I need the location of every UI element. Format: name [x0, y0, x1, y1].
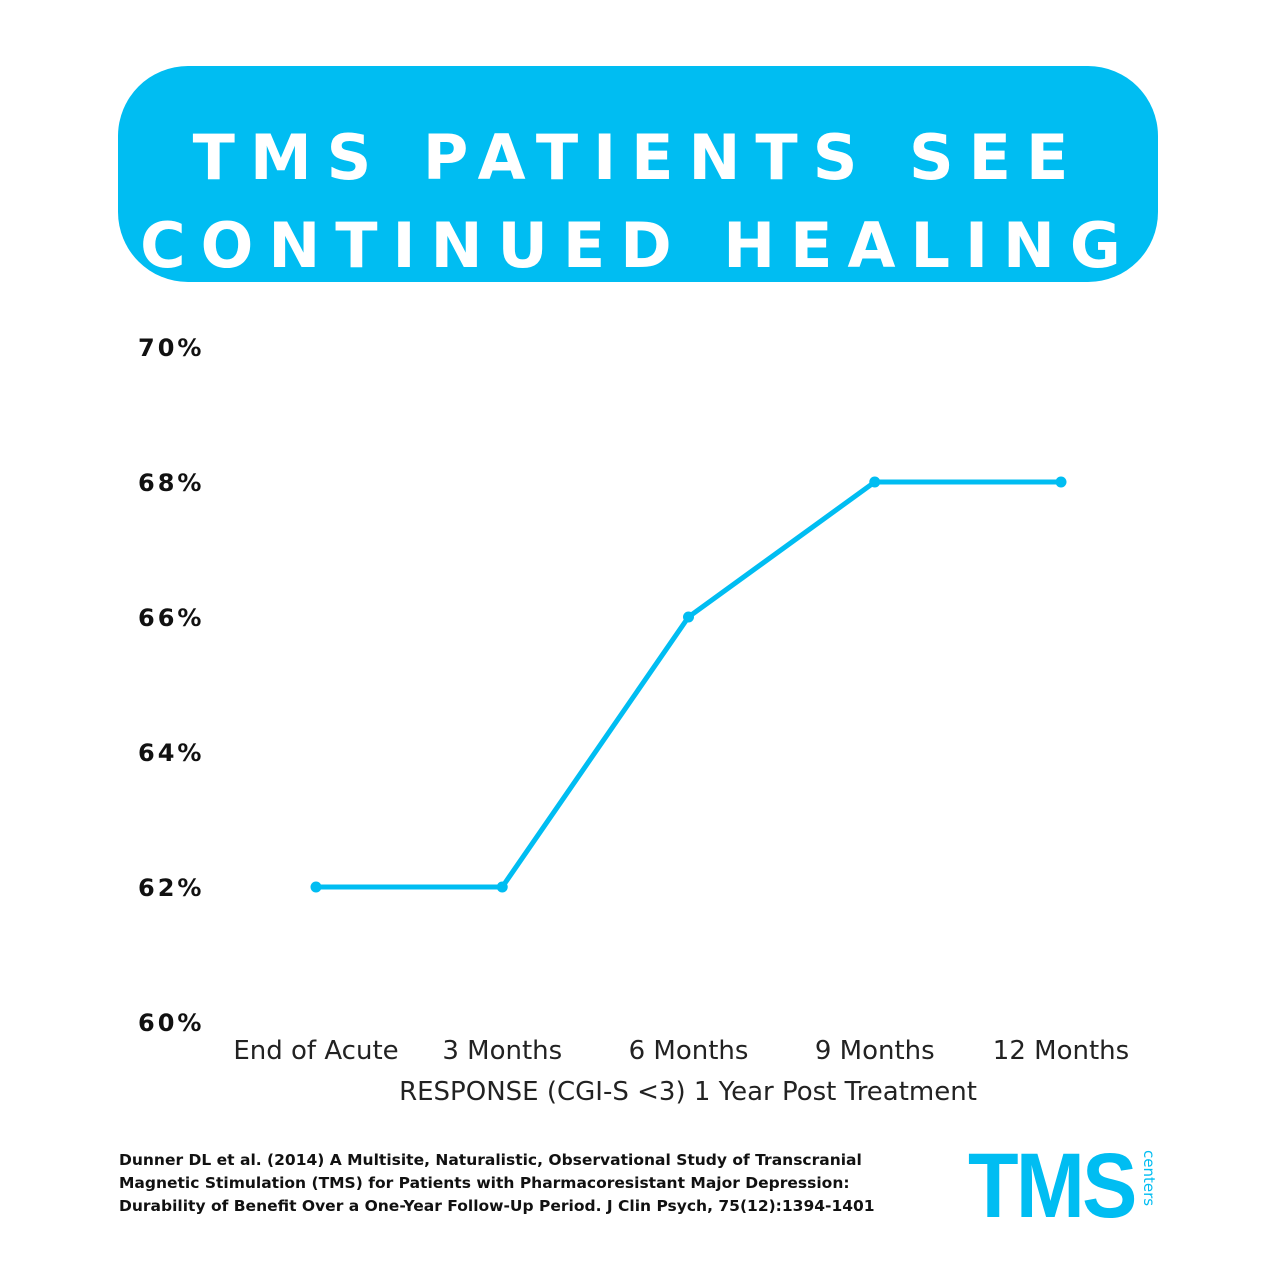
y-tick-label: 66% — [138, 604, 204, 632]
citation: Dunner DL et al. (2014) A Multisite, Nat… — [119, 1151, 875, 1215]
series-line — [316, 479, 1061, 890]
x-tick-label: 6 Months — [629, 1036, 749, 1066]
data-point — [683, 611, 694, 623]
y-tick-label: 68% — [138, 469, 204, 497]
x-tick-label: 9 Months — [815, 1036, 935, 1066]
y-tick-label: 64% — [138, 739, 204, 767]
data-point — [1055, 476, 1067, 488]
logo-sub: centers — [1140, 1150, 1158, 1207]
logo: TMS — [968, 1135, 1137, 1237]
title-banner: TMS PATIENTS SEE CONTINUED HEALING — [118, 66, 1158, 282]
x-tick-label: 3 Months — [442, 1036, 562, 1066]
x-axis-label: RESPONSE (CGI-S <3) 1 Year Post Treatmen… — [399, 1077, 977, 1107]
title-line-1: TMS PATIENTS SEE — [192, 121, 1084, 194]
data-point — [496, 881, 508, 893]
data-point — [869, 476, 881, 488]
y-tick-label: 70% — [138, 334, 204, 362]
y-tick-label: 62% — [138, 874, 204, 902]
x-tick-label: 12 Months — [993, 1036, 1129, 1066]
data-point — [310, 881, 322, 893]
y-tick-label: 60% — [138, 1009, 204, 1037]
title-line-2: CONTINUED HEALING — [140, 209, 1136, 282]
x-tick-label: End of Acute — [233, 1036, 398, 1066]
